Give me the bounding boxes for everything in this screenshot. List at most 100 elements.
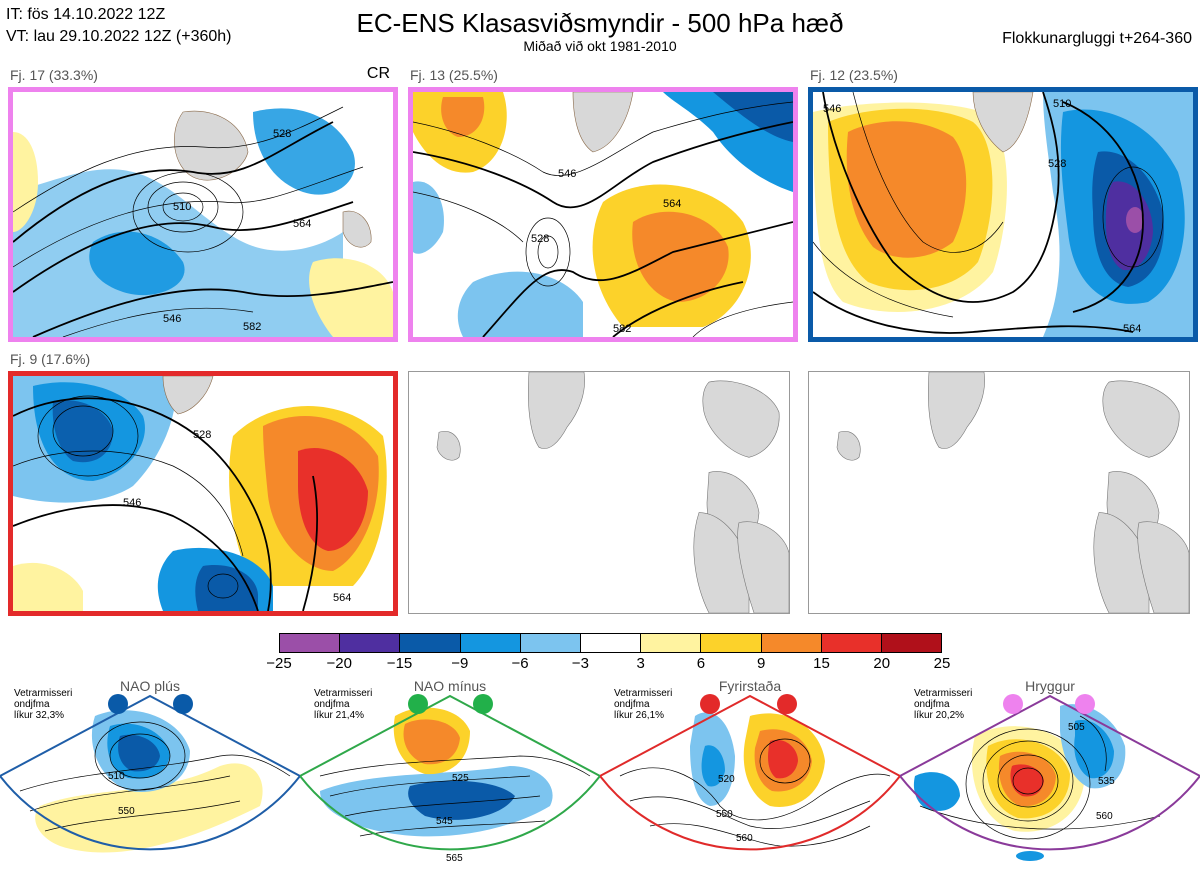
contour-label: 525	[452, 773, 469, 784]
contour-label-5: 528	[273, 128, 291, 140]
regime-dot-icon	[1075, 694, 1095, 714]
contour-label-2: 528	[1048, 158, 1066, 170]
contour-label: 565	[446, 853, 463, 864]
regime-note: Vetrarmisseri ondjfma líkur 26,1%	[614, 688, 672, 721]
regime-note: Vetrarmisseri ondjfma líkur 21,4%	[314, 688, 372, 721]
contour-label: 560	[736, 833, 753, 844]
colorbar-cell	[761, 634, 822, 652]
note-line: líkur 21,4%	[314, 710, 365, 721]
colorbar-tick-label: −3	[571, 655, 589, 672]
cluster-label: Fj. 12 (23.5%)	[810, 67, 898, 83]
note-line: líkur 20,2%	[914, 710, 965, 721]
cluster-map-frame: 510 546 564 582 528	[8, 87, 398, 342]
colorbar-cell	[460, 634, 521, 652]
cluster-panel-4[interactable]: Fj. 9 (17.6%)	[8, 351, 398, 616]
contour-label-4: 582	[243, 321, 261, 333]
cluster-panel-6	[808, 371, 1190, 614]
regime-map-svg: 505 535 560	[900, 694, 1200, 861]
cluster-label: Fj. 9 (17.6%)	[10, 351, 91, 367]
regime-nao-minus[interactable]: 525 545 565 NAO mínus Vetrarmisseri ondj…	[300, 676, 600, 871]
regime-note: Vetrarmisseri ondjfma líkur 32,3%	[14, 688, 72, 721]
cluster-map-frame: 528 546 564	[8, 371, 398, 616]
contour-label-2: 546	[163, 313, 181, 325]
contour-label: 535	[1098, 776, 1115, 787]
regime-ridge[interactable]: 505 535 560 Hryggur Vetrarmisseri ondjfm…	[900, 676, 1200, 871]
note-line: Vetrarmisseri	[614, 688, 673, 699]
cluster-map-svg: 546 564 528 582	[413, 92, 793, 337]
contour-label-1: 528	[193, 429, 211, 441]
contour-label-3: 564	[333, 592, 351, 604]
colorbar-tick-label: −15	[386, 655, 413, 672]
valid-time: VT: lau 29.10.2022 12Z (+360h)	[6, 28, 232, 45]
anomaly-colorbar	[279, 633, 942, 653]
cluster-map-frame: 546 564 528 582	[408, 87, 798, 342]
cluster-map-frame: 546 528 564 510	[808, 87, 1198, 342]
contour-label-3: 528	[531, 233, 549, 245]
regime-map-svg: 520 550 560	[600, 694, 900, 851]
colorbar-tick-label: −20	[326, 655, 352, 672]
cluster-panel-1[interactable]: Fj. 17 (33.3%) CR	[8, 65, 398, 342]
empty-map-frame	[408, 371, 790, 614]
regime-title: NAO plús	[120, 678, 180, 694]
regime-dot-icon	[173, 694, 193, 714]
contour-label-4: 582	[613, 323, 631, 335]
note-line: Vetrarmisseri	[314, 688, 373, 699]
cluster-label: Fj. 13 (25.5%)	[410, 67, 498, 83]
colorbar-cell	[400, 634, 461, 652]
colorbar-cell	[701, 634, 762, 652]
regime-dot-icon	[473, 694, 493, 714]
contour-label-3: 564	[293, 218, 311, 230]
note-line: Vetrarmisseri	[14, 688, 73, 699]
note-line: líkur 32,3%	[14, 710, 65, 721]
regime-nao-plus[interactable]: 510 550 NAO plús Vetrarmisseri ondjfma l…	[0, 676, 300, 871]
colorbar-cell	[280, 634, 341, 652]
cluster-panel-5	[408, 371, 790, 614]
regime-dot-icon	[700, 694, 720, 714]
colorbar-tick-label: 9	[757, 655, 766, 672]
cluster-map-svg: 546 528 564 510	[813, 92, 1193, 337]
colorbar-tick-label: 25	[933, 655, 951, 672]
contour-label: 520	[718, 774, 735, 785]
colorbar-tick-label: −25	[266, 655, 292, 672]
note-line: ondjfma	[314, 699, 350, 710]
regime-frame	[300, 694, 600, 851]
empty-map-frame	[808, 371, 1190, 614]
contour-label-2: 546	[123, 497, 141, 509]
contour-label: 550	[716, 809, 733, 820]
regime-note: Vetrarmisseri ondjfma líkur 20,2%	[914, 688, 972, 721]
colorbar-ticks: −25 −20 −15 −9 −6 −3 3 6 9 15 20 25	[266, 655, 950, 675]
init-time: IT: fös 14.10.2022 12Z	[6, 6, 166, 23]
contour-label: 560	[1096, 811, 1113, 822]
cluster-map-svg: 510 546 564 582 528	[13, 92, 393, 337]
regime-dot-icon	[777, 694, 797, 714]
colorbar-tick-label: 6	[696, 655, 706, 672]
cluster-panel-2[interactable]: Fj. 13 (25.5%)	[408, 67, 798, 342]
regime-dot-icon	[1003, 694, 1023, 714]
colorbar-tick-label: 20	[873, 655, 891, 672]
regime-map-svg: 510 550	[0, 694, 300, 853]
note-line: ondjfma	[14, 699, 50, 710]
contour-label-2: 564	[663, 198, 681, 210]
contour-label-1: 546	[558, 168, 576, 180]
note-line: ondjfma	[614, 699, 650, 710]
contour-label-4: 510	[1053, 98, 1071, 110]
colorbar-cell	[340, 634, 401, 652]
colorbar-cell	[580, 634, 642, 652]
colorbar-tick-label: 3	[636, 655, 645, 672]
colorbar-tick-label: −6	[511, 655, 529, 672]
note-line: ondjfma	[914, 699, 950, 710]
note-line: Vetrarmisseri	[914, 688, 973, 699]
contour-label: 505	[1068, 722, 1085, 733]
colorbar-cell	[520, 634, 581, 652]
cr-marker: CR	[366, 65, 390, 82]
colorbar-tick-label: −9	[451, 655, 469, 672]
contour-label-1: 546	[823, 103, 841, 115]
regime-title: Fyrirstaða	[718, 678, 782, 694]
regime-dot-icon	[108, 694, 128, 714]
regime-frame	[900, 694, 1200, 851]
regime-blocking[interactable]: 520 550 560 Fyrirstaða Vetrarmisseri ond…	[600, 676, 900, 871]
colorbar-tick-label: 15	[813, 655, 830, 672]
cluster-panel-3[interactable]: Fj. 12 (23.5%) 546	[808, 67, 1198, 342]
note-line: líkur 26,1%	[614, 710, 665, 721]
contour-label: 510	[108, 771, 125, 782]
